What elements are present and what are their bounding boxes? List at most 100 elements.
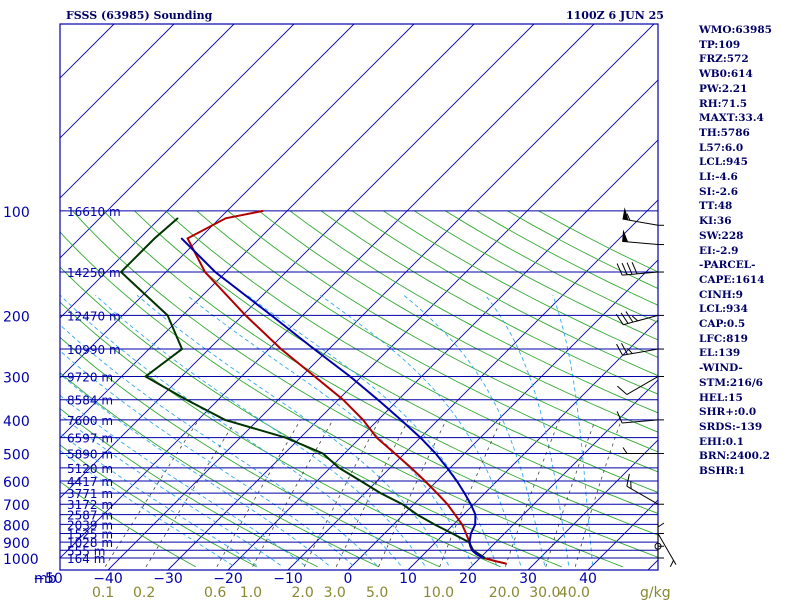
mixing-ratio-line [545, 419, 596, 567]
wind-barb-feather [616, 263, 623, 276]
wind-barb-staff [622, 419, 659, 424]
index-value: -WIND- [699, 362, 743, 375]
moist-adiabat-line [60, 294, 401, 566]
profile-point [451, 532, 454, 535]
wind-barb-feather [657, 522, 665, 528]
dry-adiabat-line [289, 210, 658, 414]
wind-barb-feather [631, 262, 638, 275]
profile-point [416, 513, 418, 516]
wind-barb [622, 447, 664, 455]
mixing-ratio-line [574, 419, 622, 567]
profile-point [379, 492, 382, 494]
profile-point [362, 419, 364, 421]
background-grid [60, 24, 658, 570]
isotherm-line [407, 319, 658, 570]
index-value: MAXT:33.4 [699, 112, 764, 125]
mixing-ratio-line [252, 419, 334, 567]
index-value: CINH:9 [699, 288, 743, 301]
profile-point [401, 503, 404, 506]
index-value: LCL:945 [699, 156, 748, 169]
mixing-ratio-tick-label: 0.6 [204, 585, 226, 600]
pressure-axis: 100 16610 m 14250 m 200 12470 m 10990 m 300 972… [3, 205, 121, 568]
profile-point [461, 523, 463, 526]
dry-adiabat-line [227, 210, 658, 453]
pressure-tick-label: 900 [3, 536, 30, 552]
profile-point [470, 532, 472, 535]
temperature-tick-label: 0 [344, 571, 353, 587]
mixing-ratio-tick-label: 30.0 [529, 585, 560, 600]
wind-barb-feather [669, 560, 674, 568]
mixing-ratio-unit-label: g/kg [640, 585, 671, 600]
pressure-tick-label: 800 [3, 518, 30, 534]
profile-point [262, 210, 264, 212]
moist-adiabat-line [247, 294, 498, 566]
index-value: BSHR:1 [699, 465, 746, 478]
pressure-tick-label: 100 [3, 205, 30, 221]
wind-barb-staff [622, 218, 659, 226]
wind-barb-feather [615, 313, 624, 325]
temperature-tick-label: 40 [579, 571, 597, 587]
plot-frame [59, 23, 659, 571]
profile-line-2 [180, 237, 485, 559]
dry-adiabat-line [60, 372, 379, 568]
index-value: LCL:934 [699, 303, 748, 316]
dry-adiabat-line [196, 210, 658, 473]
index-value: TT:48 [699, 200, 733, 213]
height-label: 1028 m [67, 536, 113, 550]
isotherm-line [467, 379, 658, 570]
moist-adiabat-line [60, 373, 329, 566]
wind-barb [616, 343, 664, 356]
index-value: SHR+:0.0 [699, 406, 757, 419]
profile-point [419, 436, 422, 439]
moist-adiabat-line [95, 294, 425, 566]
profile-point [349, 375, 351, 378]
height-label: 4417 m [67, 475, 113, 489]
height-label: 7600 m [67, 414, 113, 428]
profile-point [322, 452, 324, 455]
index-value: FRZ:572 [699, 53, 749, 66]
wind-barb-staff [657, 533, 677, 565]
sounding-indices-panel: WMO:63985 TP:109 FRZ:572 WB0:614 PW:2.21 RH:7… [699, 23, 772, 479]
isotherm-line [60, 24, 295, 259]
profile-point [446, 467, 448, 469]
wind-barb [615, 311, 664, 326]
profile-point [120, 271, 122, 273]
wind-barb [657, 522, 665, 559]
index-value: SI:-2.6 [699, 185, 738, 198]
wind-barb-feather [626, 262, 633, 275]
wind-barb-feather [620, 312, 629, 324]
height-label: 16610 m [67, 205, 121, 219]
index-value: LI:-4.6 [699, 171, 738, 184]
profile-point [474, 513, 477, 516]
moist-adiabat-line [60, 394, 305, 566]
mixing-ratio-tick-label: 10.0 [423, 585, 454, 600]
pressure-tick-label: 300 [3, 371, 30, 387]
wind-barb-staff [622, 240, 659, 246]
moist-adiabat-line [403, 294, 546, 566]
index-value: BRN:2400.2 [699, 450, 770, 463]
isotherm-line [107, 24, 655, 570]
wind-barb-feather [622, 447, 628, 454]
dry-adiabat-line [383, 210, 658, 359]
mixing-ratio-line [439, 419, 502, 567]
isotherm-line [227, 139, 658, 570]
profile-point [465, 532, 467, 535]
profile-point [482, 557, 485, 559]
index-value: SW:228 [699, 229, 744, 242]
isotherm-line [287, 199, 658, 570]
dry-adiabat-line [134, 210, 658, 514]
pressure-tick-label: 400 [3, 414, 30, 430]
wind-barb [617, 376, 664, 395]
isotherm-line [60, 24, 535, 499]
mixing-ratio-line [145, 419, 237, 568]
index-value: CAPE:1614 [699, 273, 765, 286]
temperature-axis: −50 −40 −30 −20 −10 0 10 20 30 40 [33, 571, 597, 587]
profile-point [186, 237, 189, 240]
profile-point [360, 480, 362, 482]
wind-barb [616, 411, 664, 424]
temperature-tick-label: 30 [519, 571, 537, 587]
wind-barbs [615, 207, 677, 568]
chart-title: FSSS (63985) Sounding [66, 9, 213, 22]
